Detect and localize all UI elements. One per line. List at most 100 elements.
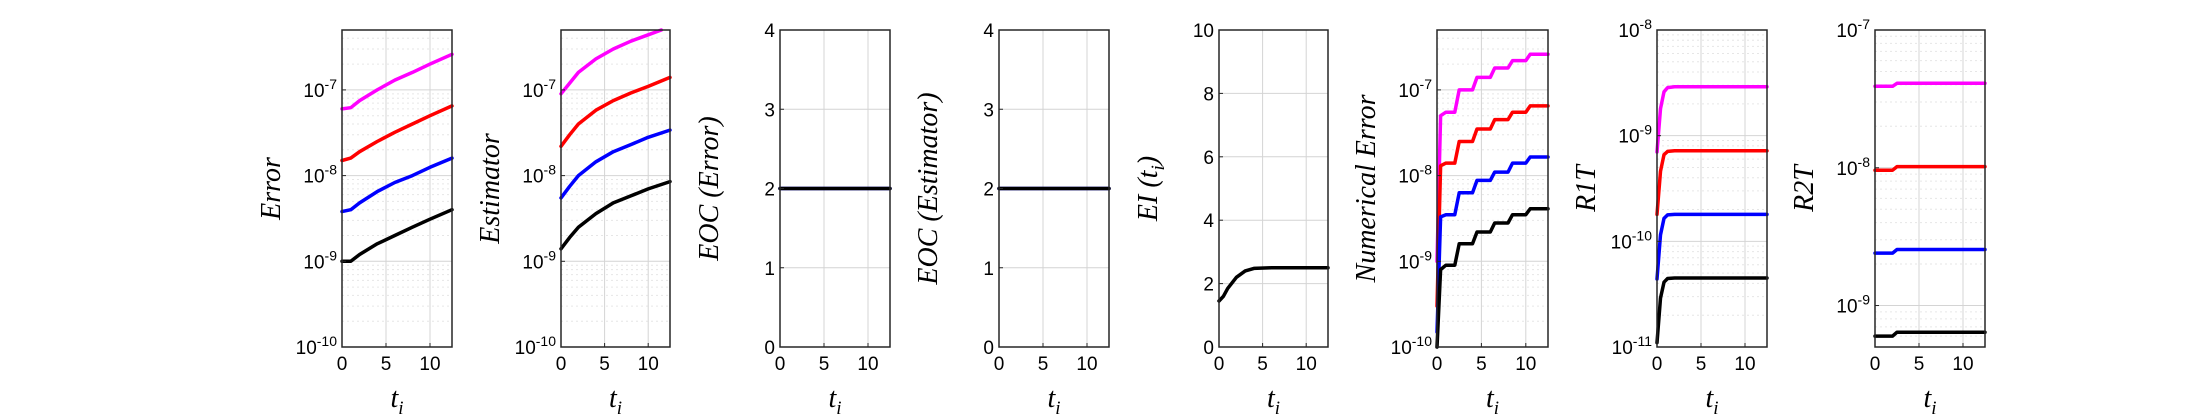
y-tick-label: 10-9 [1836, 292, 1870, 318]
y-tick-label: 8 [1203, 84, 1214, 105]
chart-panel-2: 0 5 10 10-10 10-9 10-8 10-7 ti Estimator [475, 28, 672, 417]
y-tick-label: 6 [1203, 148, 1214, 169]
y-tick-label: 10-8 [1836, 154, 1870, 180]
series-line-red [559, 75, 672, 149]
x-tick-label: 10 [419, 354, 440, 375]
y-tick-label: 0 [983, 338, 994, 359]
y-tick-label: 10-7 [1836, 16, 1870, 42]
series-line-blue [340, 156, 454, 214]
plot-frame [341, 29, 453, 348]
x-tick-label: 10 [1296, 354, 1317, 375]
y-tick-label: 10-9 [1398, 247, 1432, 273]
y-tick-label: 10-8 [522, 162, 556, 188]
x-tick-label: 10 [1076, 354, 1097, 375]
x-tick-label: 5 [1696, 354, 1707, 375]
y-tick-label: 3 [983, 100, 994, 121]
y-axis-label: Numerical Error [1351, 94, 1382, 283]
y-tick-label: 10-10 [515, 333, 557, 359]
y-tick-label: 2 [1203, 275, 1214, 296]
x-tick-label: 0 [1432, 354, 1443, 375]
y-tick-label: 10-9 [522, 247, 556, 273]
x-tick-label: 5 [1914, 354, 1925, 375]
y-tick-label: 2 [983, 180, 994, 201]
x-tick-label: 5 [1476, 354, 1487, 375]
plot-frame [560, 29, 671, 348]
y-tick-label: 10-8 [1398, 162, 1432, 188]
y-tick-label: 10-10 [1611, 227, 1653, 253]
x-tick-label: 0 [1870, 354, 1881, 375]
x-tick-label: 5 [381, 354, 392, 375]
chart-panel-5: 0 5 10 0 2 4 6 8 10 ti EI (ti) [1133, 21, 1330, 417]
y-tick-label: 1 [983, 259, 994, 280]
x-axis-label: ti [828, 383, 841, 417]
y-tick-label: 0 [764, 338, 775, 359]
x-tick-label: 0 [994, 354, 1005, 375]
y-axis-label: R2T [1789, 163, 1820, 213]
plot-frame [1218, 29, 1329, 348]
y-axis-label: EOC (Estimator) [913, 92, 944, 285]
plot-frame [1874, 29, 1986, 348]
y-tick-label: 3 [764, 100, 775, 121]
series-line-red [1435, 104, 1550, 308]
series-line-red [1655, 148, 1769, 217]
y-tick-label: 10-9 [1618, 122, 1652, 148]
series-line-red [340, 104, 454, 163]
y-axis-label: EI (ti) [1133, 156, 1169, 222]
y-tick-label: 1 [764, 259, 775, 280]
chart-panel-6: 0 5 10 10-10 10-9 10-8 10-7 ti Numerical Error [1351, 29, 1550, 417]
plot-frame [1436, 29, 1549, 348]
x-tick-label: 5 [1038, 354, 1049, 375]
chart-panel-1: 0 5 10 10-10 10-9 10-8 10-7 ti Error [256, 29, 454, 417]
x-tick-label: 10 [1515, 354, 1536, 375]
y-axis-label: EOC (Error) [694, 116, 725, 261]
y-tick-label: 10-7 [522, 76, 556, 102]
series-line-blue [559, 128, 672, 200]
x-tick-label: 5 [1257, 354, 1268, 375]
series-line-magenta [559, 28, 664, 96]
series-line-magenta [1435, 52, 1550, 264]
x-tick-label: 0 [775, 354, 786, 375]
series-line-black [1655, 276, 1769, 345]
chart-panel-7: 0 5 10 10-11 10-10 10-9 10-8 ti R1T [1571, 16, 1769, 417]
x-tick-label: 0 [337, 354, 348, 375]
y-tick-label: 10-10 [296, 333, 338, 359]
series-line-magenta [1655, 85, 1769, 154]
y-tick-label: 10-8 [1618, 16, 1652, 42]
x-axis-label: ti [390, 383, 403, 417]
y-tick-label: 10-7 [303, 76, 337, 102]
x-tick-label: 10 [1734, 354, 1755, 375]
x-tick-label: 0 [556, 354, 567, 375]
series-line-blue [1655, 212, 1769, 281]
plot-frame [1656, 29, 1768, 348]
chart-panel-3: 0 5 10 0 1 2 3 4 ti EOC (Error) [694, 21, 892, 417]
x-tick-label: 5 [599, 354, 610, 375]
series-line-magenta [1873, 81, 1987, 89]
x-tick-label: 10 [638, 354, 659, 375]
y-tick-label: 10-10 [1391, 333, 1433, 359]
x-axis-label: ti [1923, 383, 1936, 417]
y-axis-label: Estimator [475, 133, 506, 245]
y-axis-label: Error [256, 157, 287, 221]
x-axis-label: ti [609, 383, 622, 417]
series-line-black [1217, 266, 1330, 303]
series-line-black [1435, 207, 1550, 349]
x-tick-label: 5 [819, 354, 830, 375]
series-line-red [1873, 164, 1987, 172]
chart-panel-8: 0 5 10 10-9 10-8 10-7 ti R2T [1789, 16, 1987, 417]
x-axis-label: ti [1267, 383, 1280, 417]
x-axis-label: ti [1047, 383, 1060, 417]
x-tick-label: 10 [857, 354, 878, 375]
x-axis-label: ti [1486, 383, 1499, 417]
y-tick-label: 4 [1203, 211, 1214, 232]
x-axis-label: ti [1705, 383, 1718, 417]
series-line-blue [1435, 155, 1550, 334]
y-tick-label: 10 [1193, 21, 1214, 42]
y-tick-label: 2 [764, 180, 775, 201]
y-tick-label: 4 [764, 21, 775, 42]
x-tick-label: 0 [1214, 354, 1225, 375]
x-tick-label: 0 [1652, 354, 1663, 375]
series-line-blue [1873, 247, 1987, 255]
y-axis-label: R1T [1571, 163, 1602, 213]
y-tick-label: 0 [1203, 338, 1214, 359]
